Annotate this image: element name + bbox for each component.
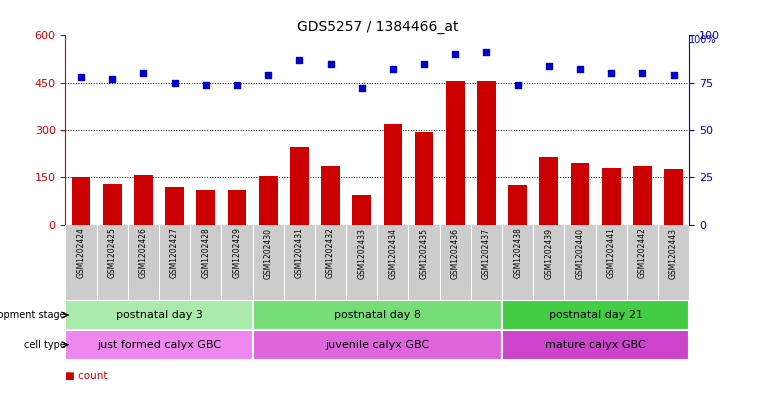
Bar: [353, 195, 371, 224]
Text: GSM1202442: GSM1202442: [638, 228, 647, 278]
Bar: [540, 157, 558, 224]
Point: [511, 81, 524, 88]
Point: [418, 61, 430, 67]
Text: GSM1202439: GSM1202439: [544, 228, 554, 279]
Text: development stage: development stage: [0, 310, 65, 320]
Bar: [633, 166, 651, 224]
Bar: [508, 185, 527, 224]
Text: GSM1202438: GSM1202438: [513, 228, 522, 278]
Bar: [415, 132, 434, 224]
Text: GSM1202428: GSM1202428: [201, 228, 210, 278]
Text: GSM1202430: GSM1202430: [263, 228, 273, 279]
Point: [387, 66, 399, 73]
Text: GSM1202432: GSM1202432: [326, 228, 335, 278]
Bar: [502, 300, 689, 330]
Text: postnatal day 8: postnatal day 8: [334, 310, 420, 320]
Bar: [321, 166, 340, 224]
Point: [293, 57, 306, 63]
Text: GSM1202441: GSM1202441: [607, 228, 616, 278]
Text: GSM1202425: GSM1202425: [108, 228, 117, 278]
Text: GSM1202431: GSM1202431: [295, 228, 304, 278]
Point: [75, 74, 87, 80]
Bar: [259, 176, 277, 224]
Text: ■ count: ■ count: [65, 371, 108, 381]
Bar: [228, 190, 246, 224]
Point: [668, 72, 680, 78]
Bar: [253, 330, 502, 360]
Point: [199, 81, 212, 88]
Text: cell type: cell type: [24, 340, 65, 350]
Text: GSM1202437: GSM1202437: [482, 228, 491, 279]
Text: GSM1202440: GSM1202440: [575, 228, 584, 279]
Point: [262, 72, 274, 78]
Text: GSM1202436: GSM1202436: [450, 228, 460, 279]
Text: 100%: 100%: [689, 35, 717, 45]
Bar: [72, 177, 90, 224]
Bar: [134, 175, 152, 224]
Text: GSM1202434: GSM1202434: [388, 228, 397, 279]
Title: GDS5257 / 1384466_at: GDS5257 / 1384466_at: [296, 20, 458, 34]
Point: [169, 79, 181, 86]
Point: [636, 70, 648, 76]
Point: [605, 70, 618, 76]
Text: GSM1202427: GSM1202427: [170, 228, 179, 278]
Text: mature calyx GBC: mature calyx GBC: [545, 340, 646, 350]
Bar: [477, 81, 496, 224]
Bar: [166, 187, 184, 224]
Bar: [665, 169, 683, 224]
Point: [106, 76, 119, 82]
Bar: [65, 300, 253, 330]
Text: GSM1202426: GSM1202426: [139, 228, 148, 278]
Bar: [196, 191, 215, 224]
Bar: [65, 330, 253, 360]
Bar: [290, 147, 309, 224]
Point: [137, 70, 149, 76]
Point: [543, 62, 555, 69]
Text: GSM1202424: GSM1202424: [76, 228, 85, 278]
Point: [574, 66, 586, 73]
Point: [449, 51, 461, 57]
Point: [356, 85, 368, 92]
Text: just formed calyx GBC: just formed calyx GBC: [97, 340, 221, 350]
Text: GSM1202433: GSM1202433: [357, 228, 367, 279]
Point: [231, 81, 243, 88]
Bar: [446, 81, 464, 224]
Bar: [571, 163, 589, 224]
Text: GSM1202429: GSM1202429: [233, 228, 242, 278]
Text: GSM1202435: GSM1202435: [420, 228, 429, 279]
Text: GSM1202443: GSM1202443: [669, 228, 678, 279]
Point: [480, 49, 493, 55]
Bar: [383, 124, 402, 224]
Bar: [602, 168, 621, 224]
Text: juvenile calyx GBC: juvenile calyx GBC: [325, 340, 430, 350]
Bar: [103, 184, 122, 224]
Point: [324, 61, 336, 67]
Text: postnatal day 21: postnatal day 21: [548, 310, 643, 320]
Text: postnatal day 3: postnatal day 3: [116, 310, 203, 320]
Bar: [502, 330, 689, 360]
Bar: [253, 300, 502, 330]
